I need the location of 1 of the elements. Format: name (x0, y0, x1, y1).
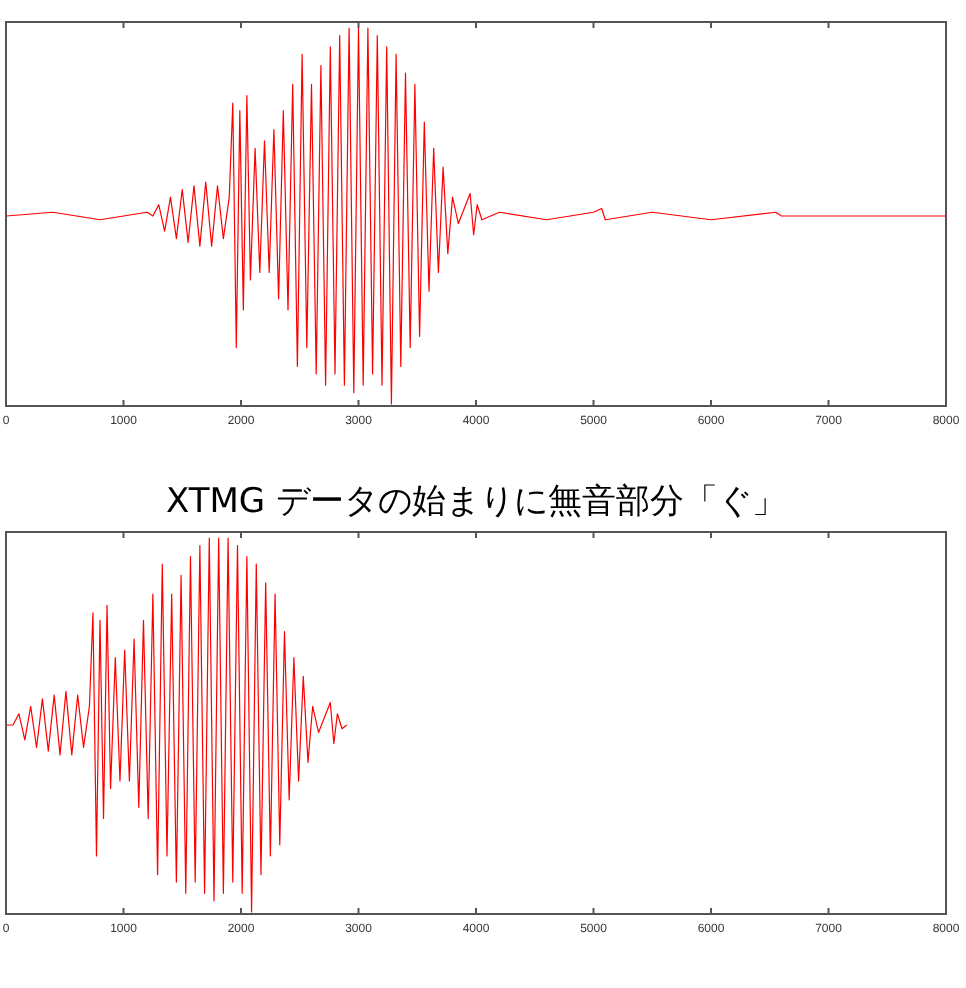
chart-title: XTMG データの始まりに無音部分「ぐ」 (166, 482, 786, 522)
